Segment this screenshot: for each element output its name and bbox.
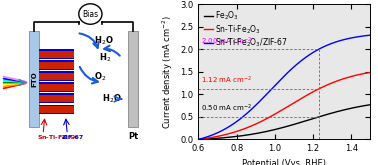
Circle shape [79,4,102,24]
FancyBboxPatch shape [39,60,74,70]
Text: H$_2$O: H$_2$O [102,93,122,105]
FancyBboxPatch shape [39,49,74,59]
Sn-Ti-Fe$_2$O$_3$ [196,138,201,140]
Line: Sn-Ti-Fe$_2$O$_3$/ZIF-67: Sn-Ti-Fe$_2$O$_3$/ZIF-67 [198,35,370,139]
Sn-Ti-Fe$_2$O$_3$/ZIF-67 [289,68,294,70]
Sn-Ti-Fe$_2$O$_3$/ZIF-67 [337,40,342,42]
Text: Sn-Ti-Fe$_2$O$_3$: Sn-Ti-Fe$_2$O$_3$ [37,133,79,142]
Sn-Ti-Fe$_2$O$_3$ [289,103,294,105]
Sn-Ti-Fe$_2$O$_3$/ZIF-67 [279,78,284,80]
Line: Fe$_2$O$_3$: Fe$_2$O$_3$ [198,105,370,139]
FancyBboxPatch shape [39,50,74,58]
Text: Bias: Bias [82,10,98,18]
Sn-Ti-Fe$_2$O$_3$/ZIF-67 [364,35,369,37]
FancyBboxPatch shape [39,82,74,92]
Fe$_2$O$_3$ [364,104,369,106]
FancyBboxPatch shape [29,31,39,127]
Sn-Ti-Fe$_2$O$_3$/ZIF-67 [278,79,282,81]
X-axis label: Potential (Vvs. RHE): Potential (Vvs. RHE) [242,159,327,165]
Fe$_2$O$_3$ [337,110,342,112]
Text: 0.50 mA cm$^{-2}$: 0.50 mA cm$^{-2}$ [201,103,253,114]
Sn-Ti-Fe$_2$O$_3$ [364,72,369,74]
Sn-Ti-Fe$_2$O$_3$/ZIF-67 [299,60,303,62]
Sn-Ti-Fe$_2$O$_3$ [368,71,373,73]
Fe$_2$O$_3$ [289,124,294,126]
Fe$_2$O$_3$ [368,104,373,106]
Text: ZIF-67: ZIF-67 [62,135,84,140]
Legend: Fe$_2$O$_3$, Sn-Ti-Fe$_2$O$_3$, Sn-Ti-Fe$_2$O$_3$/ZIF-67: Fe$_2$O$_3$, Sn-Ti-Fe$_2$O$_3$, Sn-Ti-Fe… [202,8,290,51]
FancyBboxPatch shape [39,71,74,81]
FancyBboxPatch shape [39,73,74,80]
FancyBboxPatch shape [128,31,138,127]
Sn-Ti-Fe$_2$O$_3$ [279,110,284,112]
FancyBboxPatch shape [39,62,74,69]
Text: FTO: FTO [31,71,37,87]
Text: 2.00 mA cm$^{-2}$: 2.00 mA cm$^{-2}$ [201,35,253,47]
Sn-Ti-Fe$_2$O$_3$/ZIF-67 [196,138,201,140]
Fe$_2$O$_3$ [279,127,284,129]
FancyBboxPatch shape [39,105,74,115]
FancyBboxPatch shape [39,84,74,91]
Sn-Ti-Fe$_2$O$_3$ [299,98,303,100]
Sn-Ti-Fe$_2$O$_3$ [337,79,342,81]
Sn-Ti-Fe$_2$O$_3$/ZIF-67 [368,34,373,36]
Text: O$_2$: O$_2$ [94,70,106,83]
Fe$_2$O$_3$ [278,127,282,129]
FancyBboxPatch shape [39,93,74,103]
Fe$_2$O$_3$ [196,138,201,140]
Text: H$_2$O: H$_2$O [94,34,114,47]
Text: H$_2$: H$_2$ [99,51,111,64]
Sn-Ti-Fe$_2$O$_3$ [278,110,282,112]
Text: Pt: Pt [128,132,138,141]
Text: 1.12 mA cm$^{-2}$: 1.12 mA cm$^{-2}$ [201,75,253,86]
Y-axis label: Current density (mA cm$^{-2}$): Current density (mA cm$^{-2}$) [160,15,175,129]
FancyBboxPatch shape [39,95,74,102]
Line: Sn-Ti-Fe$_2$O$_3$: Sn-Ti-Fe$_2$O$_3$ [198,72,370,139]
Fe$_2$O$_3$ [299,121,303,123]
FancyBboxPatch shape [39,106,74,114]
